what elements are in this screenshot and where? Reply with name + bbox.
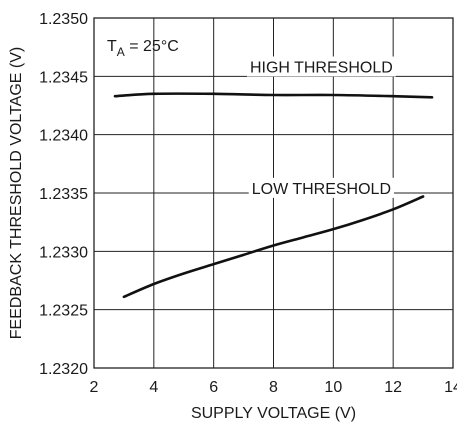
y-tick-label: 1.2335 (39, 186, 88, 203)
plot-frame (93, 17, 454, 369)
low-threshold-label: LOW THRESHOLD (252, 181, 391, 198)
y-tick-label: 1.2350 (39, 11, 88, 28)
x-tick-label: 10 (324, 379, 342, 396)
low-threshold-line (122, 195, 425, 299)
high-threshold-label: HIGH THRESHOLD (250, 60, 393, 77)
y-tick-labels: 1.2320 1.2325 1.2330 1.2335 1.2340 1.2345 1.23… (39, 11, 88, 378)
y-axis-label: FEEDBACK THRESHOLD VOLTAGE (V) (8, 47, 25, 340)
x-tick-labels: 2 4 6 8 10 12 14 (90, 379, 457, 396)
x-tick-label: 6 (209, 379, 218, 396)
high-threshold-label-background (246, 56, 396, 77)
series-labels: HIGH THRESHOLD LOW THRESHOLD (246, 56, 396, 198)
series-layer (113, 92, 434, 299)
x-axis-label: SUPPLY VOLTAGE (V) (191, 405, 356, 422)
x-tick-label: 14 (444, 379, 457, 396)
x-tick-label: 8 (269, 379, 278, 396)
x-tick-label: 12 (384, 379, 402, 396)
y-tick-label: 1.2340 (39, 128, 88, 145)
y-tick-label: 1.2345 (39, 69, 88, 86)
temperature-annotation: TA = 25°C (107, 38, 179, 59)
x-tick-label: 4 (149, 379, 158, 396)
low-threshold-label-background (248, 177, 395, 198)
y-tick-label: 1.2325 (39, 303, 88, 320)
y-tick-label: 1.2320 (39, 361, 88, 378)
x-tick-label: 2 (90, 379, 99, 396)
y-tick-label: 1.2330 (39, 244, 88, 261)
high-threshold-line (113, 92, 434, 99)
